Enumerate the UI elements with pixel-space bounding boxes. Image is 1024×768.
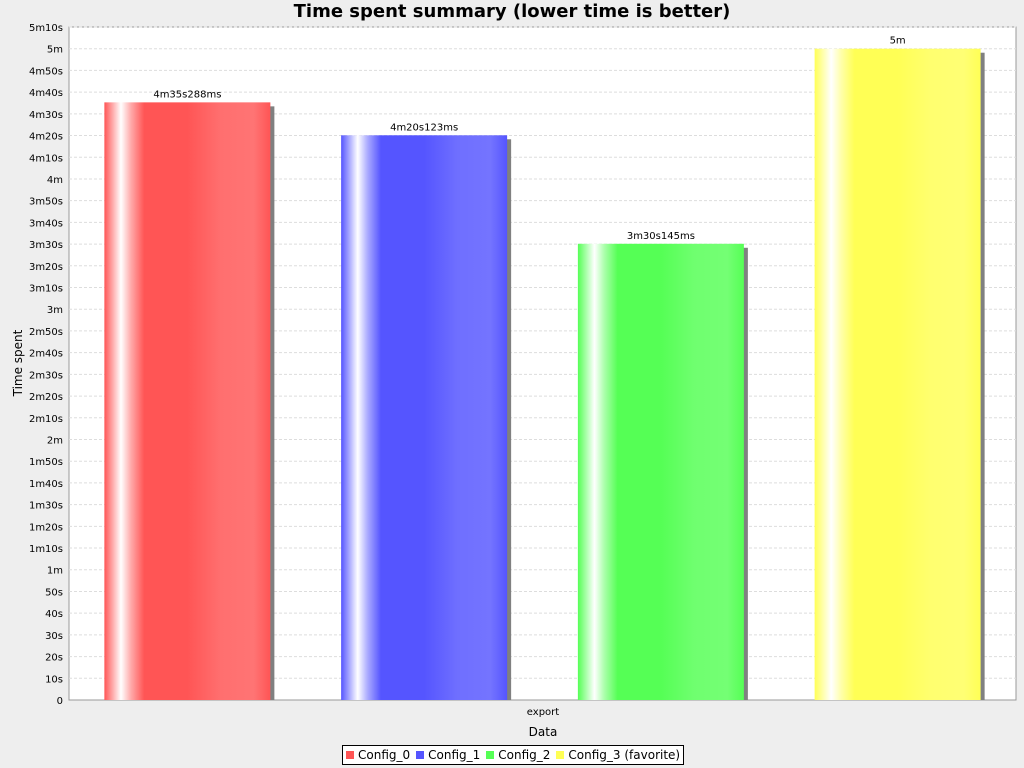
y-tick-label: 4m30s (29, 110, 63, 121)
y-tick-label: 3m50s (29, 197, 63, 208)
bar-value-label: 4m20s123ms (390, 122, 458, 133)
y-tick-label: 4m40s (29, 88, 63, 99)
y-tick-label: 20s (45, 653, 63, 664)
y-tick-label: 1m30s (29, 501, 63, 512)
y-tick-label: 3m20s (29, 262, 63, 273)
y-tick-label: 50s (45, 587, 63, 598)
y-tick-label: 1m20s (29, 522, 63, 533)
bar-config-0 (104, 102, 271, 700)
y-tick-label: 3m40s (29, 218, 63, 229)
y-tick-label: 4m50s (29, 66, 63, 77)
y-tick-label: 1m50s (29, 457, 63, 468)
y-tick-label: 1m40s (29, 479, 63, 490)
y-tick-label: 3m30s (29, 240, 63, 251)
legend-label: Config_1 (428, 748, 481, 762)
y-tick-label: 4m20s (29, 132, 63, 143)
y-axis-ticks: 0 10s 20s 30s 40s 50s 1m 1m10s 1m20s 1m30s 1m40s 1m… (29, 23, 63, 707)
legend: Config_0 Config_1 Config_2 Config_3 (fav… (342, 745, 685, 765)
legend-label: Config_2 (498, 748, 551, 762)
y-tick-label: 3m (47, 305, 63, 316)
bars (104, 48, 985, 701)
bar-config-1 (341, 135, 508, 700)
bar-value-label: 5m (890, 36, 906, 47)
bar-config-3-favorite (814, 48, 981, 701)
legend-item-config-1: Config_1 (416, 748, 480, 762)
y-tick-label: 1m10s (29, 544, 63, 555)
y-tick-label: 2m10s (29, 414, 63, 425)
y-axis-label: Time spent (11, 329, 25, 397)
bar-config-2 (577, 243, 744, 700)
y-tick-label: 4m10s (29, 153, 63, 164)
legend-item-config-3: Config_3 (favorite) (556, 748, 680, 762)
x-tick-label: export (527, 707, 559, 718)
chart-title: Time spent summary (lower time is better… (293, 1, 731, 22)
y-tick-label: 5m10s (29, 23, 63, 34)
legend-item-config-2: Config_2 (486, 748, 550, 762)
bar-labels: 4m35s288ms 4m20s123ms 3m30s145ms 5m (153, 36, 905, 242)
y-tick-label: 2m40s (29, 349, 63, 360)
y-tick-label: 4m (47, 175, 63, 186)
legend-label: Config_0 (358, 748, 411, 762)
y-tick-label: 3m10s (29, 284, 63, 295)
y-tick-label: 2m30s (29, 370, 63, 381)
legend-swatch (486, 751, 495, 759)
y-tick-label: 2m50s (29, 327, 63, 338)
y-tick-label: 10s (45, 674, 63, 685)
y-tick-label: 2m (47, 435, 63, 446)
legend-swatch (416, 751, 425, 759)
bar-value-label: 4m35s288ms (153, 89, 221, 100)
legend-swatch (346, 751, 354, 759)
legend-swatch (556, 751, 565, 759)
y-tick-label: 2m20s (29, 392, 63, 403)
y-tick-label: 0 (57, 696, 63, 707)
y-tick-label: 5m (47, 45, 63, 56)
y-tick-label: 30s (45, 631, 63, 642)
bar-value-label: 3m30s145ms (627, 231, 695, 242)
x-axis-label: Data (529, 725, 558, 739)
legend-label: Config_3 (favorite) (568, 748, 681, 762)
y-tick-label: 40s (45, 609, 63, 620)
legend-item-config-0: Config_0 (346, 748, 410, 762)
y-tick-label: 1m (47, 566, 63, 577)
